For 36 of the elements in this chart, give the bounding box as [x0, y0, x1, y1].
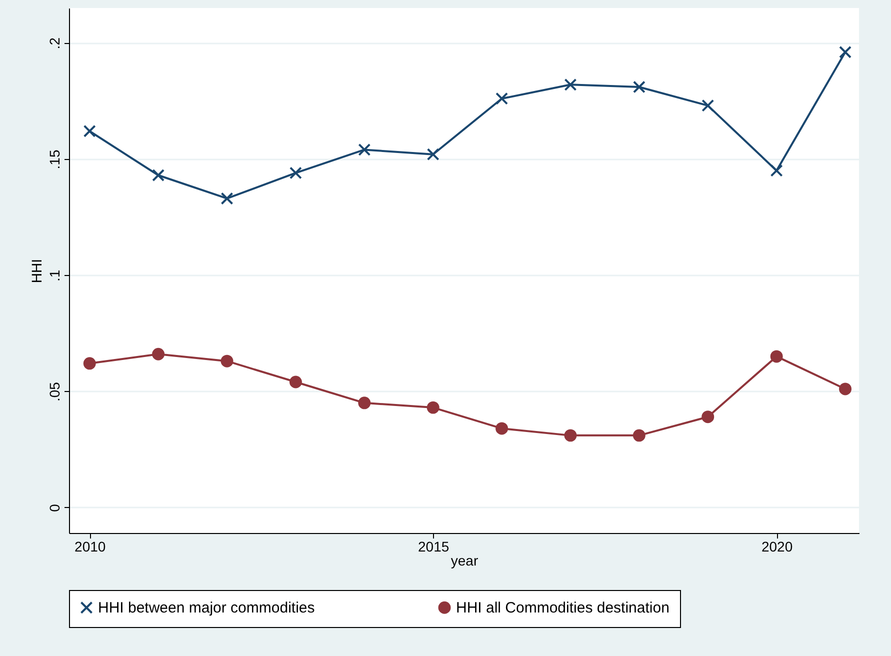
x-tick-label: 2020 [761, 538, 793, 554]
x-tick-label: 2010 [74, 538, 106, 554]
point [702, 99, 714, 112]
point [839, 382, 852, 396]
point [496, 422, 508, 435]
point [632, 429, 646, 442]
legend-label: HHI between major commodities [98, 600, 315, 617]
point [83, 357, 96, 370]
y-tick-label: .2 [46, 37, 62, 50]
point [770, 164, 783, 177]
point [770, 350, 783, 363]
point [152, 169, 165, 182]
y-tick-label: .1 [46, 270, 62, 282]
point [358, 396, 371, 410]
point [83, 124, 96, 138]
point [152, 348, 165, 360]
legend-label: HHI all Commodities destination [456, 600, 670, 617]
point [564, 429, 577, 442]
y-tick-label: 0 [46, 504, 62, 512]
point [220, 354, 234, 368]
point [496, 92, 508, 105]
y-axis-title: HHI [28, 258, 44, 284]
point [839, 46, 852, 58]
point [564, 78, 577, 91]
y-tick-label: .15 [46, 150, 62, 170]
point [426, 148, 440, 161]
point [289, 376, 302, 388]
x-tick-label: 2015 [418, 538, 450, 554]
x-axis-title: year [450, 552, 478, 568]
point [358, 143, 371, 156]
point [632, 80, 646, 94]
y-tick-label: .05 [46, 382, 62, 402]
point [220, 192, 234, 205]
point [426, 401, 440, 414]
point [702, 410, 714, 424]
point [289, 166, 302, 180]
